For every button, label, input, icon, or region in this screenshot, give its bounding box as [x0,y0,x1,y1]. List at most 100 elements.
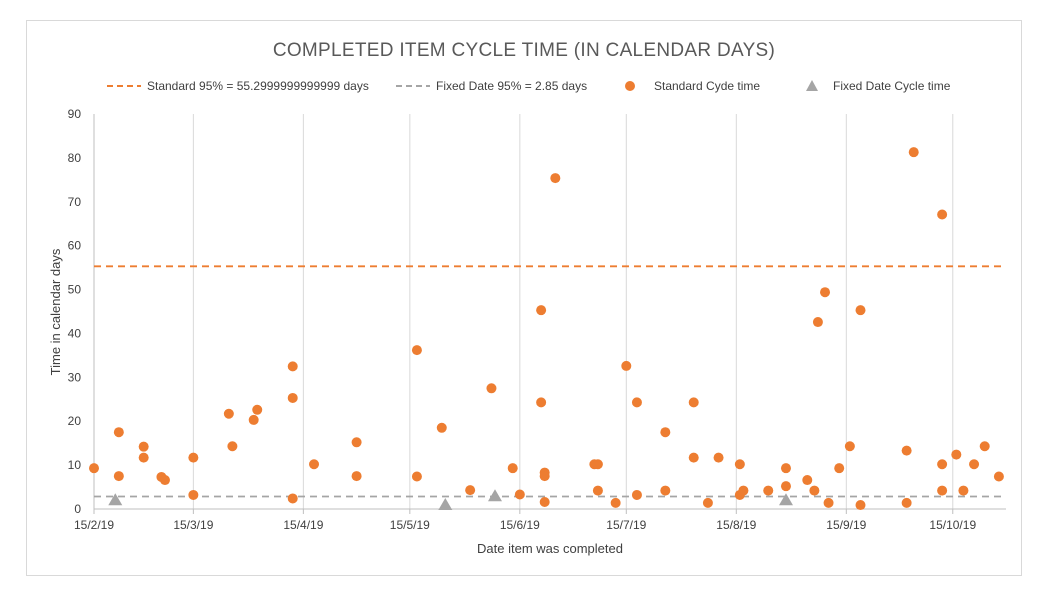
standard-cycle-point [802,475,813,486]
standard-cycle-point [809,485,820,496]
y-tick-label: 70 [68,195,82,209]
x-tick-label: 15/10/19 [929,518,976,532]
standard-cycle-point [514,489,525,500]
y-tick-label: 10 [68,458,82,472]
legend: Standard 95% = 55.2999999999999 days Fix… [107,79,951,93]
x-tick-label: 15/9/19 [826,518,866,532]
standard-cycle-point [248,414,259,425]
standard-cycle-point [901,497,912,508]
y-tick-label: 90 [68,107,82,121]
standard-cycle-point [411,471,422,482]
x-tick-label: 15/5/19 [390,518,430,532]
standard-cycle-point [908,147,919,158]
standard-cycle-point [89,463,99,474]
y-tick-label: 40 [68,326,82,340]
legend-standard-marker [625,81,635,91]
standard-cycle-point [507,463,518,474]
y-tick-label: 50 [68,283,82,297]
standard-cycle-point [969,459,980,470]
y-axis-title: Time in calendar days [48,248,63,375]
standard-cycle-point [621,360,632,371]
standard-cycle-point [812,317,823,328]
y-tick-label: 60 [68,239,82,253]
standard-cycle-point [937,209,948,220]
standard-cycle-point [223,408,234,419]
standard-cycle-point [465,485,476,496]
standard-cycle-point [351,437,362,448]
standard-cycle-point [660,485,671,496]
standard-cycle-point [688,397,699,408]
x-tick-label: 15/4/19 [283,518,323,532]
standard-cycle-point [610,497,621,508]
standard-cycle-point [309,459,320,470]
standard-cycle-point [901,445,912,456]
standard-cycle-point [738,485,749,496]
standard-cycle-point [436,422,447,433]
x-tick-label: 15/8/19 [716,518,756,532]
standard-cycle-point [138,452,149,463]
plot-area: 15/2/19 15/3/19 15/4/19 15/5/19 15/6/19 15/7/… [68,107,1006,532]
legend-fixed-label: Fixed Date Cycle time [833,79,951,93]
x-tick-label: 15/3/19 [173,518,213,532]
legend-fixed-marker [806,80,818,91]
standard-cycle-point [660,427,671,438]
standard-cycle-point [763,485,774,496]
standard-cycle-point [227,441,238,452]
standard-cycle-point [713,452,724,463]
standard-cycle-point [252,404,263,415]
fixed-date-cycle-point [487,489,502,502]
chart-frame [26,20,1022,576]
standard-cycle-point [287,392,298,403]
standard-cycle-point [536,305,547,316]
standard-cycle-point [550,173,561,184]
standard-cycle-point [780,463,791,474]
y-tick-label: 80 [68,151,82,165]
y-tick-label: 0 [74,502,81,516]
standard-cycle-point [287,361,298,372]
standard-cycle-point [113,427,124,438]
standard-cycle-point [780,481,791,492]
standard-cycle-point [486,383,497,394]
standard-cycle-point [631,489,642,500]
standard-cycle-point [834,463,845,474]
x-axis-title: Date item was completed [477,541,623,556]
standard-cycle-point [539,496,550,507]
standard-cycle-point [351,471,362,482]
standard-cycle-point [138,441,149,452]
standard-cycle-point [979,441,990,452]
standard-cycle-point [820,287,831,298]
chart-title: COMPLETED ITEM CYCLE TIME (IN CALENDAR D… [273,40,775,61]
y-tick-label: 30 [68,370,82,384]
standard-cycle-point [958,485,969,496]
standard-cycle-point [702,497,713,508]
standard-cycle-point [734,459,745,470]
legend-standard-95-label: Standard 95% = 55.2999999999999 days [147,79,369,93]
legend-fixed-95-label: Fixed Date 95% = 2.85 days [436,79,587,93]
standard-cycle-point [188,489,199,500]
y-tick-label: 20 [68,414,82,428]
standard-cycle-point [823,497,834,508]
standard-cycle-point [937,485,948,496]
fixed-date-cycle-point [108,493,123,506]
standard-cycle-point [937,459,948,470]
standard-cycle-point [188,452,199,463]
standard-cycle-point [631,397,642,408]
standard-cycle-point [536,397,547,408]
standard-cycle-point [592,485,603,496]
legend-standard-label: Standard Cyde time [654,79,760,93]
standard-cycle-point [113,471,124,482]
standard-cycle-point [951,449,962,460]
standard-cycle-point [539,471,550,482]
standard-cycle-point [411,345,422,356]
fixed-date-cycle-point [438,498,453,511]
standard-cycle-point [993,471,1004,482]
standard-cycle-point [855,500,866,511]
x-tick-label: 15/7/19 [606,518,646,532]
fixed-date-cycle-point [778,493,793,506]
x-tick-label: 15/6/19 [500,518,540,532]
standard-cycle-point [592,459,603,470]
standard-cycle-point [688,452,699,463]
standard-cycle-point [287,493,298,504]
standard-cycle-point [159,475,170,486]
